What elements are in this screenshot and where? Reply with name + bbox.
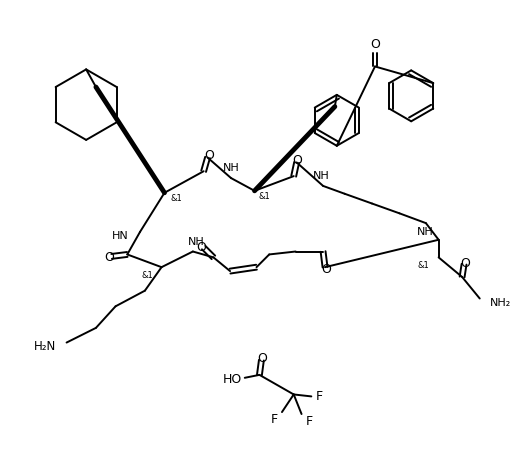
Text: HO: HO xyxy=(222,373,242,386)
Text: O: O xyxy=(197,241,207,254)
Text: NH: NH xyxy=(313,171,330,181)
Text: H₂N: H₂N xyxy=(34,340,56,353)
Text: NH₂: NH₂ xyxy=(489,298,511,308)
Text: F: F xyxy=(315,390,323,403)
Text: O: O xyxy=(105,251,115,264)
Text: O: O xyxy=(293,154,303,167)
Text: NH: NH xyxy=(223,163,240,173)
Text: O: O xyxy=(258,352,267,365)
Text: F: F xyxy=(306,415,313,428)
Text: &1: &1 xyxy=(170,194,182,203)
Text: O: O xyxy=(370,38,380,52)
Text: &1: &1 xyxy=(417,260,429,270)
Text: NH: NH xyxy=(187,237,204,247)
Text: &1: &1 xyxy=(142,271,154,280)
Text: O: O xyxy=(205,149,215,162)
Text: HN: HN xyxy=(112,231,129,241)
Text: F: F xyxy=(270,414,278,426)
Text: NH: NH xyxy=(417,227,433,237)
Text: &1: &1 xyxy=(259,192,270,201)
Text: O: O xyxy=(321,263,331,276)
Text: O: O xyxy=(460,257,470,270)
